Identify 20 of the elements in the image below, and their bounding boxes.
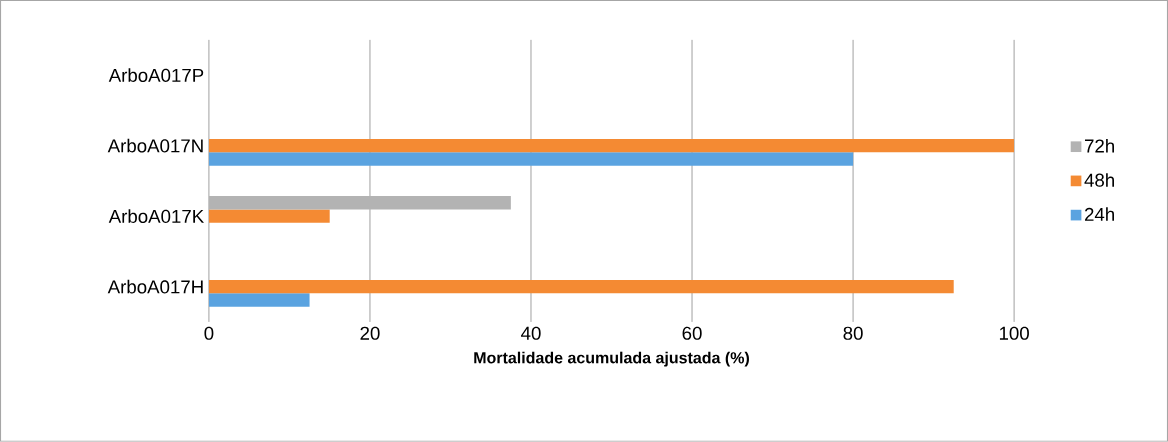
y-tick-label: ArboA017N (107, 138, 203, 153)
x-tick-label: 60 (682, 326, 702, 340)
legend-label: 48h (1084, 173, 1114, 187)
x-tick-label: 40 (521, 326, 541, 340)
bar (208, 196, 511, 210)
x-tick-label: 80 (843, 326, 863, 340)
x-tick-label: 0 (204, 326, 214, 340)
x-tick-label: 100 (999, 326, 1029, 340)
x-tick-label: 20 (360, 326, 380, 340)
legend-label: 24h (1084, 207, 1114, 221)
bar (208, 139, 1015, 153)
bar (208, 280, 954, 294)
x-axis-title: Mortalidade acumulada ajustada (%) (474, 351, 749, 367)
y-tick-label: ArboA017K (108, 209, 204, 224)
bar (208, 152, 854, 166)
bar (208, 209, 330, 223)
y-tick-label: ArboA017P (108, 68, 204, 83)
legend-label: 72h (1085, 139, 1114, 153)
bar (208, 293, 310, 307)
y-tick-label: ArboA017H (107, 279, 203, 294)
